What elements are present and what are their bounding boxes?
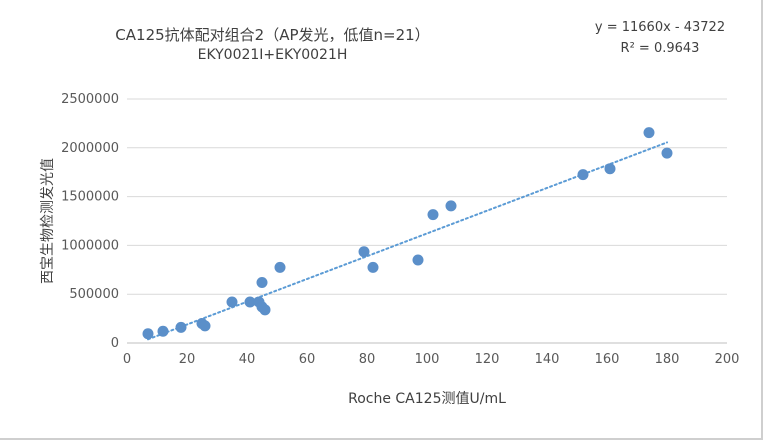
data-point — [358, 246, 370, 258]
x-tick-label: 100 — [415, 352, 440, 367]
data-point — [577, 169, 589, 181]
y-tick-label: 2500000 — [61, 92, 119, 107]
data-point — [142, 328, 154, 340]
frame-border-bottom — [0, 438, 763, 440]
y-tick-label: 0 — [111, 336, 119, 351]
data-point — [643, 127, 655, 139]
x-tick-label: 180 — [655, 352, 680, 367]
x-tick-label: 160 — [595, 352, 620, 367]
x-tick-label: 0 — [123, 352, 131, 367]
data-point — [256, 276, 268, 288]
x-tick-label: 20 — [179, 352, 196, 367]
y-tick-label: 2000000 — [61, 141, 119, 156]
data-point — [226, 296, 238, 308]
data-point — [274, 261, 286, 273]
data-point — [604, 163, 616, 175]
data-point — [157, 325, 169, 337]
x-tick-label: 80 — [359, 352, 376, 367]
data-point — [445, 200, 457, 212]
chart-subtitle: EKY0021I+EKY0021H — [197, 47, 348, 63]
frame-border-right — [761, 0, 763, 440]
x-tick-label: 40 — [239, 352, 256, 367]
x-tick-label: 120 — [475, 352, 500, 367]
y-tick-label: 1500000 — [61, 190, 119, 205]
data-point — [661, 147, 673, 159]
x-tick-label: 60 — [299, 352, 316, 367]
x-tick-label: 140 — [535, 352, 560, 367]
chart-title: CA125抗体配对组合2（AP发光，低值n=21） — [115, 26, 430, 44]
data-point — [367, 261, 379, 273]
data-point — [259, 304, 271, 316]
trendline — [147, 141, 668, 341]
data-point — [199, 320, 211, 332]
x-axis-label: Roche CA125测值U/mL — [348, 391, 506, 407]
data-point — [427, 209, 439, 221]
data-point — [175, 321, 187, 333]
r-squared: R² = 0.9643 — [620, 41, 700, 56]
x-tick-label: 200 — [715, 352, 740, 367]
data-point — [412, 254, 424, 266]
y-tick-label: 1000000 — [61, 238, 119, 253]
y-axis-label: 西宝生物检测发光值 — [40, 158, 56, 284]
trendline-equation: y = 11660x - 43722 — [594, 20, 726, 35]
data-point — [244, 296, 256, 308]
y-tick-label: 500000 — [69, 287, 119, 302]
